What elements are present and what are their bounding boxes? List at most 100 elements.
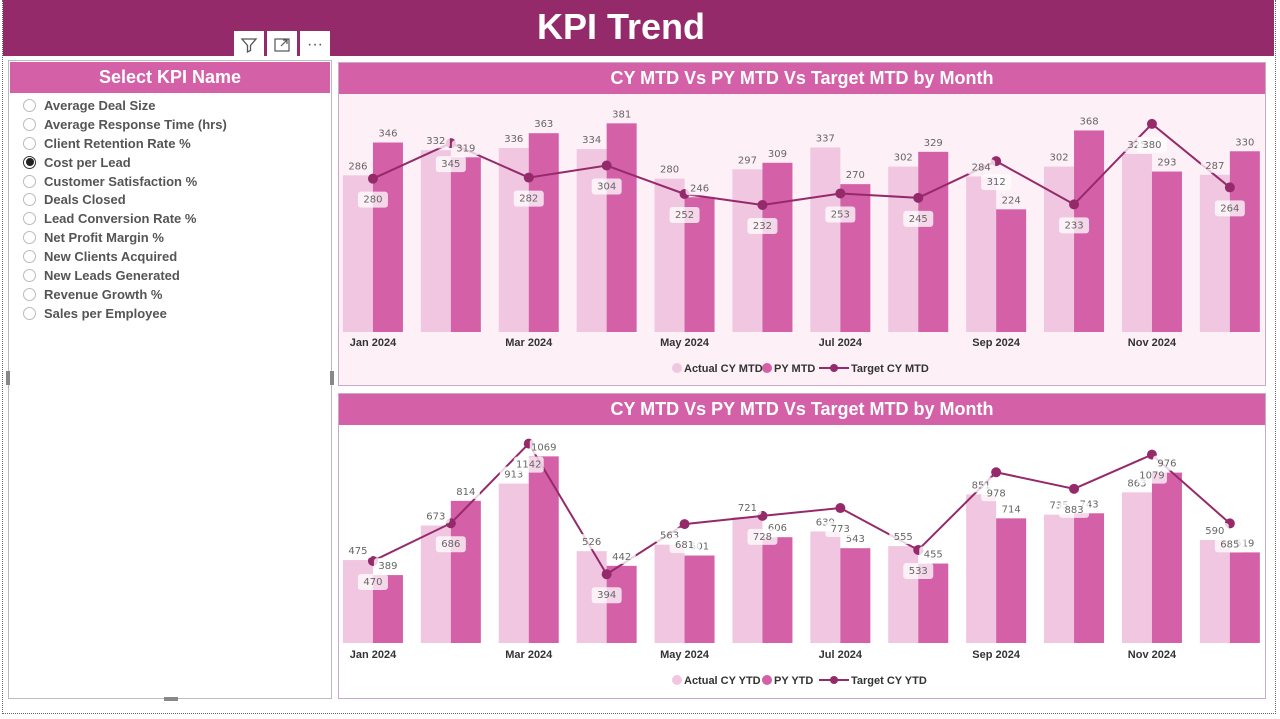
actual-bar — [810, 531, 841, 643]
slicer-item-label: Deals Closed — [44, 192, 126, 208]
legend-actual-marker — [672, 675, 682, 685]
data-label: 606 — [768, 523, 787, 534]
radio-icon[interactable] — [23, 98, 36, 112]
data-label: 304 — [597, 182, 616, 193]
data-label-bg — [1136, 136, 1167, 153]
data-label: 253 — [831, 209, 850, 220]
radio-icon[interactable] — [23, 136, 36, 150]
slicer-item[interactable]: New Clients Acquired — [23, 247, 331, 266]
slicer-list: Average Deal Size Average Response Time (… — [9, 93, 331, 323]
data-label-bg — [357, 191, 388, 208]
target-point — [679, 519, 690, 530]
target-point — [1069, 483, 1080, 494]
data-label-bg — [825, 521, 856, 538]
slicer-item[interactable]: Average Deal Size — [23, 96, 331, 115]
data-label: 543 — [846, 534, 865, 545]
data-label-bg — [1214, 536, 1245, 553]
target-point — [601, 160, 612, 171]
chart-legend: Actual CY MTD PY MTD Target CY MTD — [672, 363, 929, 375]
slicer-item[interactable]: Deals Closed — [23, 190, 331, 209]
data-label-bg — [1136, 467, 1167, 484]
radio-icon[interactable] — [23, 250, 36, 264]
filter-icon[interactable] — [234, 31, 264, 59]
slicer-item[interactable]: Net Profit Margin % — [23, 228, 331, 247]
data-label: 814 — [456, 487, 475, 498]
data-label-bg — [919, 546, 948, 562]
data-label: 1142 — [516, 460, 541, 471]
py-bar — [996, 518, 1027, 643]
slicer-title: Select KPI Name — [10, 62, 330, 93]
data-label-bg — [1059, 501, 1090, 518]
data-label: 681 — [675, 540, 694, 551]
radio-icon[interactable] — [23, 287, 36, 301]
data-label-bg — [577, 132, 606, 148]
data-label-bg — [421, 133, 450, 149]
resize-handle[interactable] — [164, 697, 178, 701]
data-label: 337 — [816, 133, 835, 144]
slicer-item[interactable]: Average Response Time (hrs) — [23, 115, 331, 134]
target-point — [991, 467, 1002, 478]
py-bar — [1229, 151, 1260, 332]
slicer-item[interactable]: Sales per Employee — [23, 304, 331, 323]
radio-icon[interactable] — [23, 117, 36, 131]
data-label: 380 — [1142, 140, 1161, 151]
data-label-bg — [1214, 200, 1245, 217]
data-label: 280 — [363, 195, 382, 206]
data-label: 555 — [894, 532, 913, 543]
focus-mode-icon[interactable] — [267, 31, 297, 59]
x-tick-label: Sep 2024 — [972, 649, 1021, 661]
slicer-item[interactable]: Lead Conversion Rate % — [23, 209, 331, 228]
data-label: 714 — [1002, 504, 1021, 515]
data-label: 309 — [768, 149, 787, 160]
radio-icon[interactable] — [23, 193, 36, 207]
radio-icon[interactable] — [23, 306, 36, 320]
py-bar — [606, 565, 637, 643]
slicer-item[interactable]: Customer Satisfaction % — [23, 172, 331, 191]
data-label: 475 — [348, 546, 367, 557]
radio-icon[interactable] — [23, 155, 36, 169]
data-label-bg — [529, 439, 558, 455]
data-label: 293 — [1157, 158, 1176, 169]
data-label-bg — [981, 174, 1012, 191]
resize-handle[interactable] — [330, 371, 334, 385]
more-options-icon[interactable]: ··· — [300, 31, 330, 59]
data-label-bg — [529, 116, 558, 132]
actual-bar — [732, 169, 763, 332]
data-label: 245 — [909, 214, 928, 225]
data-label-bg — [747, 217, 778, 234]
legend-label: Target CY MTD — [851, 363, 929, 375]
target-point — [367, 173, 378, 184]
data-label: 913 — [504, 470, 523, 481]
data-label-bg — [1200, 522, 1229, 538]
radio-icon[interactable] — [23, 174, 36, 188]
data-label: 336 — [504, 134, 523, 145]
data-label: 312 — [987, 177, 1006, 188]
legend-py-marker — [762, 675, 772, 685]
data-label-bg — [591, 587, 622, 604]
x-tick-label: Nov 2024 — [1128, 649, 1177, 661]
radio-icon[interactable] — [23, 231, 36, 245]
slicer-item[interactable]: Client Retention Rate % — [23, 134, 331, 153]
actual-bar — [420, 150, 451, 332]
data-label: 721 — [738, 503, 757, 514]
data-label: 282 — [519, 194, 538, 205]
radio-icon[interactable] — [23, 268, 36, 282]
slicer-item[interactable]: New Leads Generated — [23, 266, 331, 285]
chart-title: CY MTD Vs PY MTD Vs Target MTD by Month — [339, 394, 1265, 425]
data-label: 363 — [534, 119, 553, 130]
py-bar — [996, 209, 1027, 332]
data-label: 264 — [1220, 203, 1239, 214]
data-label-bg — [607, 106, 636, 122]
actual-bar — [810, 147, 841, 332]
x-tick-label: Mar 2024 — [505, 649, 553, 661]
page-title: KPI Trend — [536, 6, 706, 47]
slicer-item[interactable]: Revenue Growth % — [23, 285, 331, 304]
data-label: 246 — [690, 183, 709, 194]
data-label-bg — [1200, 157, 1229, 173]
radio-icon[interactable] — [23, 212, 36, 226]
actual-bar — [888, 166, 919, 332]
py-bar — [450, 500, 481, 643]
slicer-item[interactable]: Cost per Lead — [23, 153, 331, 172]
resize-handle[interactable] — [6, 371, 10, 385]
actual-bar — [654, 178, 685, 332]
